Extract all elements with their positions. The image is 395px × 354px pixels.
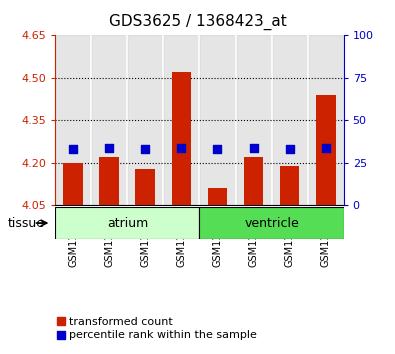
Text: tissue: tissue — [8, 217, 45, 229]
Bar — [64, 163, 83, 205]
Point — [214, 147, 221, 152]
Bar — [55, 35, 91, 205]
Bar — [199, 35, 235, 205]
Bar — [55, 207, 199, 239]
Bar — [164, 35, 199, 205]
Bar — [100, 157, 119, 205]
Point — [250, 145, 257, 150]
Bar — [280, 166, 299, 205]
Bar — [272, 35, 308, 205]
Point — [286, 147, 293, 152]
Bar — [316, 95, 335, 205]
Point — [70, 147, 77, 152]
Point — [178, 145, 184, 150]
Bar — [127, 35, 164, 205]
Bar — [135, 169, 155, 205]
Point — [106, 145, 113, 150]
Bar — [244, 157, 263, 205]
Text: GDS3625 / 1368423_at: GDS3625 / 1368423_at — [109, 14, 286, 30]
Legend: transformed count, percentile rank within the sample: transformed count, percentile rank withi… — [53, 313, 261, 345]
Text: ventricle: ventricle — [244, 217, 299, 229]
Bar — [308, 35, 344, 205]
Bar — [235, 35, 272, 205]
Point — [322, 145, 329, 150]
Bar — [199, 207, 344, 239]
Point — [142, 147, 149, 152]
Text: atrium: atrium — [107, 217, 148, 229]
Bar — [91, 35, 127, 205]
Bar — [171, 72, 191, 205]
Bar — [208, 188, 228, 205]
